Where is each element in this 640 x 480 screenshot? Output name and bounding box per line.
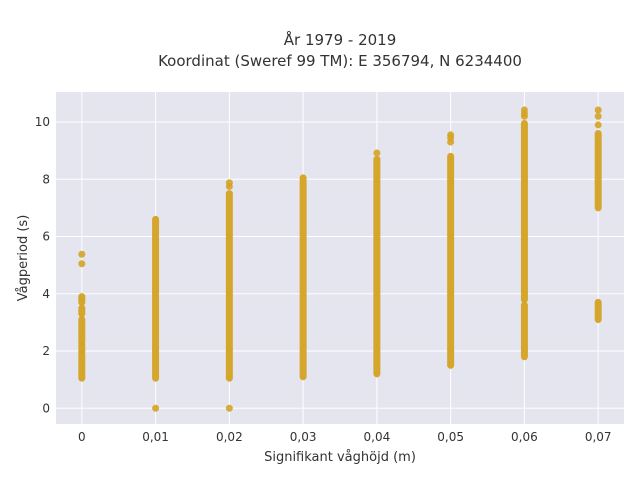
x-tick-label: 0,05 [437,430,464,444]
data-point [373,149,381,157]
chart-title-line-2: Koordinat (Sweref 99 TM): E 356794, N 62… [158,52,522,70]
x-axis-label: Signifikant våghöjd (m) [264,450,416,465]
data-points [78,106,602,412]
data-point [594,121,602,129]
x-tick-labels: 0 0,01 0,02 0,03 0,04 0,05 0,06 0,07 [78,430,612,444]
x-tick-label: 0,02 [216,430,243,444]
data-point [152,404,160,412]
plot-background [56,92,624,424]
y-tick-label: 4 [42,287,50,301]
chart-title-line-1: År 1979 - 2019 [284,30,397,49]
y-tick-labels: 0 2 4 6 8 10 [35,115,50,415]
data-point [78,250,86,258]
x-tick-label: 0,06 [511,430,538,444]
y-tick-label: 6 [42,230,50,244]
x-tick-label: 0,07 [585,430,612,444]
data-point [520,106,528,114]
y-axis-label: Vågperiod (s) [16,215,31,302]
y-tick-label: 2 [42,344,50,358]
data-point [225,404,233,412]
x-tick-label: 0,01 [142,430,169,444]
data-point [447,131,455,139]
data-point [594,112,602,120]
data-point [225,179,233,187]
x-tick-label: 0,03 [290,430,317,444]
data-point [594,106,602,114]
y-tick-label: 8 [42,172,50,186]
x-tick-label: 0,04 [364,430,391,444]
data-point [78,260,86,268]
y-tick-label: 10 [35,115,50,129]
x-tick-label: 0 [78,430,86,444]
y-tick-label: 0 [42,401,50,415]
